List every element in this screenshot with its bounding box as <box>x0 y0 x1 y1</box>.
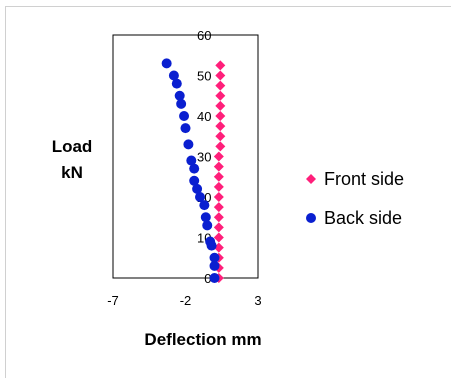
data-point-back-side <box>179 111 190 121</box>
legend-label-back-side: Back side <box>324 208 402 228</box>
data-point-back-side <box>202 220 213 231</box>
y-tick-label: 40 <box>197 109 211 124</box>
data-point-back-side <box>183 139 194 150</box>
x-tick-label: -2 <box>180 293 192 308</box>
y-tick-label: 50 <box>197 69 211 84</box>
data-point-back-side <box>209 252 220 263</box>
data-point-front-side <box>213 212 224 223</box>
data-point-front-side <box>213 161 224 172</box>
y-axis-title-line-2: kN <box>61 163 83 182</box>
legend-marker-front-side <box>306 174 316 184</box>
data-point-front-side <box>213 232 224 243</box>
data-point-back-side <box>161 58 172 69</box>
data-point-front-side <box>215 141 226 152</box>
data-point-front-side <box>213 181 224 192</box>
legend: Front side Back side <box>306 169 404 228</box>
data-point-front-side <box>215 60 226 71</box>
data-point-back-side <box>209 260 220 271</box>
series-layer <box>161 58 226 283</box>
data-point-back-side <box>195 192 205 202</box>
data-point-back-side <box>186 155 197 166</box>
legend-label-front-side: Front side <box>324 169 404 189</box>
data-point-front-side <box>215 121 226 132</box>
data-point-front-side <box>213 222 224 233</box>
data-point-front-side <box>215 70 226 81</box>
data-point-back-side <box>199 200 210 211</box>
data-point-front-side <box>215 80 226 91</box>
y-axis-title-line-1: Load <box>52 137 93 156</box>
x-tick-label: -7 <box>107 293 119 308</box>
data-point-back-side <box>176 98 187 109</box>
x-tick-labels: -7 -2 3 <box>107 293 261 308</box>
legend-marker-back-side <box>306 213 316 223</box>
y-tick-label: 30 <box>197 150 211 165</box>
data-point-front-side <box>213 202 224 213</box>
data-point-back-side <box>192 183 203 194</box>
data-point-back-side <box>174 90 185 101</box>
x-tick-label: 3 <box>254 293 261 308</box>
data-point-front-side <box>215 100 226 111</box>
plot-area-border <box>112 34 259 279</box>
data-point-front-side <box>215 131 226 142</box>
series-back-side <box>161 58 220 283</box>
y-tick-labels: 0102030405060 <box>197 28 211 286</box>
data-point-front-side <box>213 192 224 202</box>
data-point-front-side <box>215 90 226 101</box>
series-front-side <box>213 60 226 283</box>
data-point-front-side <box>213 151 224 162</box>
data-point-back-side <box>189 175 200 186</box>
data-point-back-side <box>209 273 220 283</box>
data-point-front-side <box>213 171 224 182</box>
data-point-front-side <box>215 111 226 121</box>
data-point-back-side <box>168 70 179 81</box>
x-axis-title: Deflection mm <box>144 330 261 349</box>
data-point-back-side <box>171 78 182 89</box>
data-point-back-side <box>205 236 216 247</box>
y-tick-label: 0 <box>204 271 211 286</box>
data-point-back-side <box>200 212 211 223</box>
y-tick-label: 60 <box>197 28 211 43</box>
chart-frame <box>5 6 451 378</box>
data-point-back-side <box>189 163 200 174</box>
data-point-back-side <box>180 123 191 134</box>
